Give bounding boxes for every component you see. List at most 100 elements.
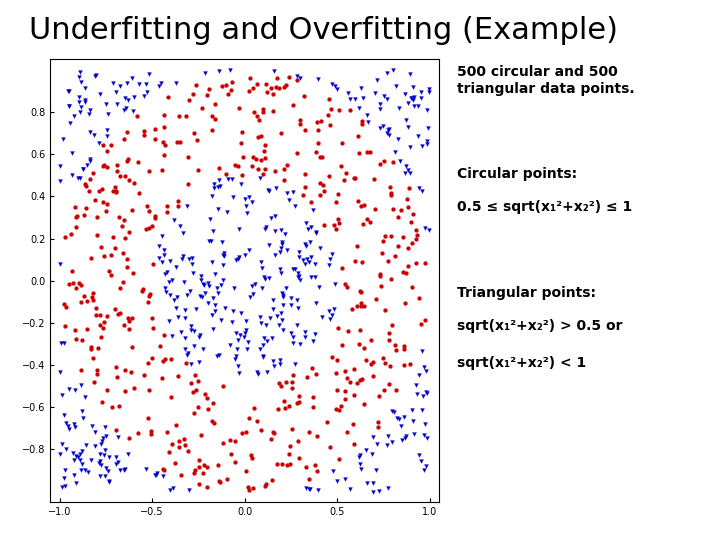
Point — [289, 360, 301, 368]
Point — [217, 260, 228, 269]
Point — [255, 156, 266, 164]
Point — [366, 336, 377, 345]
Point — [249, 279, 261, 288]
Point — [301, 242, 312, 251]
Point — [185, 326, 197, 334]
Point — [67, 267, 78, 275]
Point — [174, 138, 186, 146]
Point — [156, 232, 168, 241]
Point — [281, 81, 292, 90]
Point — [374, 270, 386, 279]
Point — [377, 354, 389, 362]
Point — [154, 342, 166, 350]
Point — [88, 168, 99, 177]
Point — [94, 320, 105, 329]
Point — [128, 179, 140, 188]
Point — [421, 140, 433, 149]
Point — [239, 250, 251, 259]
Point — [355, 202, 366, 211]
Point — [395, 205, 407, 214]
Point — [352, 132, 364, 140]
Point — [259, 164, 271, 173]
Point — [279, 176, 290, 184]
Point — [63, 86, 75, 95]
Point — [372, 76, 383, 85]
Point — [324, 314, 336, 323]
Point — [366, 479, 378, 488]
Point — [420, 366, 431, 375]
Point — [292, 399, 303, 408]
Point — [121, 254, 132, 263]
Point — [386, 274, 397, 283]
Point — [293, 398, 305, 407]
Point — [369, 89, 381, 97]
Point — [123, 434, 135, 443]
Point — [202, 90, 213, 99]
Point — [94, 457, 106, 465]
Point — [182, 180, 194, 188]
Point — [150, 470, 161, 479]
Point — [340, 387, 351, 395]
Point — [312, 75, 323, 83]
Point — [206, 192, 217, 201]
Point — [99, 471, 111, 480]
Point — [323, 94, 334, 103]
Point — [265, 83, 276, 92]
Point — [413, 451, 424, 460]
Point — [158, 250, 169, 259]
Point — [108, 79, 120, 88]
Point — [263, 186, 274, 194]
Point — [276, 382, 287, 391]
Point — [98, 451, 109, 460]
Point — [177, 251, 189, 260]
Point — [161, 287, 172, 296]
Point — [400, 269, 412, 278]
Point — [373, 487, 384, 495]
Point — [402, 123, 414, 131]
Point — [79, 466, 91, 475]
Point — [313, 282, 325, 291]
Point — [147, 259, 158, 268]
Point — [58, 410, 70, 419]
Point — [382, 484, 394, 492]
Point — [186, 322, 197, 330]
Point — [176, 471, 187, 480]
Point — [142, 298, 153, 306]
Point — [111, 161, 122, 170]
Point — [293, 253, 305, 261]
Point — [373, 392, 384, 401]
Point — [79, 84, 91, 92]
Point — [179, 334, 191, 342]
Point — [300, 125, 311, 134]
Point — [210, 301, 221, 309]
Point — [91, 366, 103, 374]
Point — [408, 96, 419, 104]
Point — [99, 446, 111, 455]
Point — [277, 326, 289, 334]
Point — [307, 336, 319, 345]
Point — [235, 330, 246, 339]
Point — [215, 316, 226, 325]
Point — [153, 82, 165, 90]
Point — [214, 164, 225, 172]
Point — [258, 225, 270, 233]
Point — [209, 115, 220, 124]
Point — [238, 333, 250, 341]
Point — [222, 89, 234, 98]
Point — [240, 345, 252, 353]
Point — [394, 157, 405, 166]
Point — [310, 228, 322, 237]
Point — [230, 352, 241, 361]
Point — [68, 112, 80, 121]
Point — [89, 195, 100, 204]
Point — [213, 176, 225, 185]
Point — [145, 427, 157, 436]
Point — [408, 92, 420, 101]
Point — [230, 160, 241, 169]
Point — [177, 228, 189, 237]
Point — [235, 180, 247, 188]
Point — [63, 102, 74, 110]
Point — [356, 299, 367, 308]
Point — [125, 367, 137, 376]
Point — [354, 459, 366, 468]
